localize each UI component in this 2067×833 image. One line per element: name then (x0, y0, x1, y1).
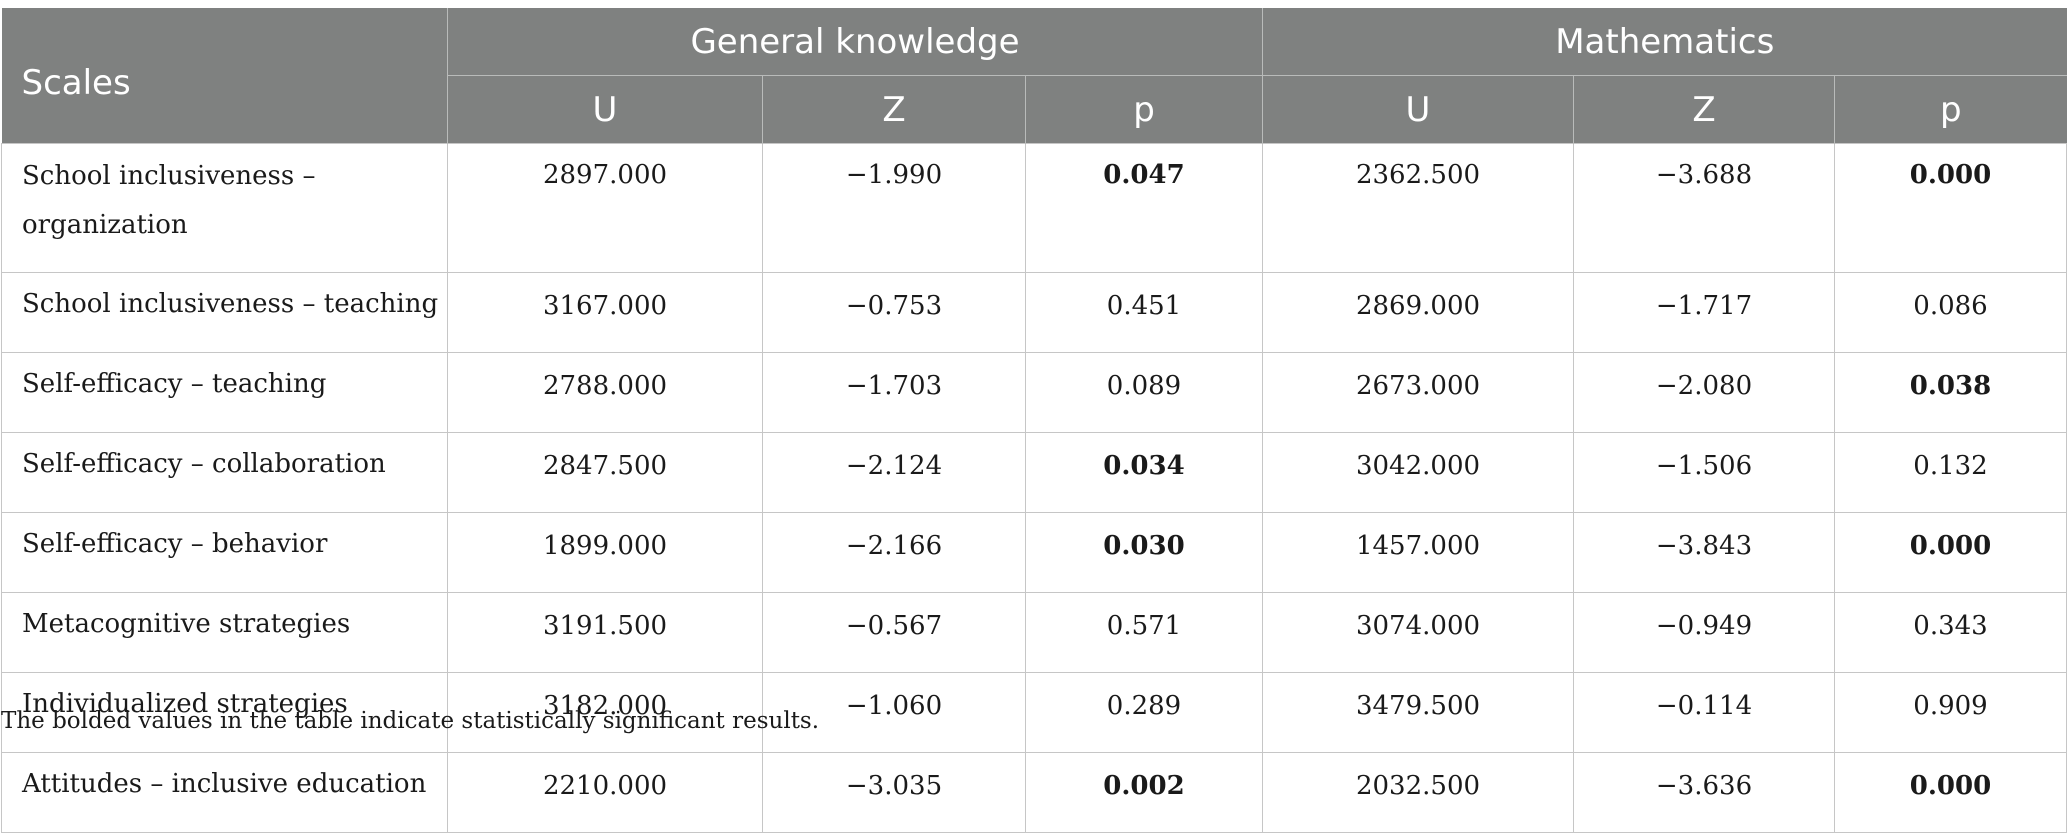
subheader-z: Z (1573, 75, 1835, 144)
cell: 0.000 (1834, 143, 2067, 273)
cell: −0.114 (1573, 672, 1835, 753)
header-general-knowledge: General knowledge (447, 8, 1263, 76)
row-label: Metacognitive strategies (1, 592, 448, 673)
cell: 0.571 (1025, 592, 1263, 673)
table-row: School inclusiveness – organization 2897.… (1, 143, 2067, 273)
cell: −3.636 (1573, 752, 1835, 833)
cell: −0.753 (762, 272, 1026, 353)
row-label: School inclusiveness – teaching (1, 272, 448, 353)
table-row: Self-efficacy – teaching 2788.000 −1.703… (1, 352, 2067, 433)
row-label: School inclusiveness – organization (1, 143, 448, 273)
cell: 0.343 (1834, 592, 2067, 673)
cell: −2.080 (1573, 352, 1835, 433)
row-label: Self-efficacy – teaching (1, 352, 448, 433)
row-label: Attitudes – inclusive education (1, 752, 448, 833)
cell: −1.703 (762, 352, 1026, 433)
cell: 0.000 (1834, 512, 2067, 593)
cell: −2.124 (762, 432, 1026, 513)
cell: 2032.500 (1262, 752, 1574, 833)
table-row: Self-efficacy – behavior 1899.000 −2.166… (1, 512, 2067, 593)
subheader-z: Z (762, 75, 1026, 144)
cell: 3042.000 (1262, 432, 1574, 513)
cell: 3074.000 (1262, 592, 1574, 673)
subheader-u: U (1262, 75, 1574, 144)
cell: −1.990 (762, 143, 1026, 273)
table-row: Attitudes – inclusive education 2210.000… (1, 752, 2067, 833)
cell: 1457.000 (1262, 512, 1574, 593)
cell: −0.567 (762, 592, 1026, 673)
cell: −3.843 (1573, 512, 1835, 593)
cell: 0.289 (1025, 672, 1263, 753)
table-header: Scales General knowledge Mathematics U Z… (1, 8, 2067, 144)
cell: 2897.000 (447, 143, 763, 273)
cell: −3.688 (1573, 143, 1835, 273)
table-row: Self-efficacy – collaboration 2847.500 −… (1, 432, 2067, 513)
cell: 0.000 (1834, 752, 2067, 833)
cell: 2847.500 (447, 432, 763, 513)
cell: 0.034 (1025, 432, 1263, 513)
row-label: Individualized strategies (1, 672, 448, 753)
cell: −3.035 (762, 752, 1026, 833)
table-row: Metacognitive strategies 3191.500 −0.567… (1, 592, 2067, 673)
subheader-p: p (1834, 75, 2067, 144)
cell: 3191.500 (447, 592, 763, 673)
cell: −1.506 (1573, 432, 1835, 513)
header-scales: Scales (1, 8, 448, 144)
cell: 2210.000 (447, 752, 763, 833)
cell: 0.047 (1025, 143, 1263, 273)
row-label-line2: organization (22, 210, 188, 240)
cell: 0.002 (1025, 752, 1263, 833)
cell: 0.451 (1025, 272, 1263, 353)
cell: 0.030 (1025, 512, 1263, 593)
cell: 3167.000 (447, 272, 763, 353)
cell: −0.949 (1573, 592, 1835, 673)
row-label: Self-efficacy – behavior (1, 512, 448, 593)
cell: 2869.000 (1262, 272, 1574, 353)
cell: 0.909 (1834, 672, 2067, 753)
cell: 2673.000 (1262, 352, 1574, 433)
cell: 0.089 (1025, 352, 1263, 433)
table-footnote: The bolded values in the table indicate … (1, 708, 820, 734)
cell: 1899.000 (447, 512, 763, 593)
cell: 0.132 (1834, 432, 2067, 513)
cell: 3479.500 (1262, 672, 1574, 753)
cell: −2.166 (762, 512, 1026, 593)
cell: 2788.000 (447, 352, 763, 433)
table-row: Individualized strategies 3182.000 −1.06… (1, 672, 2067, 753)
subheader-u: U (447, 75, 763, 144)
subheader-p: p (1025, 75, 1263, 144)
cell: 2362.500 (1262, 143, 1574, 273)
header-mathematics: Mathematics (1262, 8, 2067, 76)
row-label-line1: School inclusiveness – (22, 161, 316, 191)
row-label: Self-efficacy – collaboration (1, 432, 448, 513)
cell: 3182.000 (447, 672, 763, 753)
table-row: School inclusiveness – teaching 3167.000… (1, 272, 2067, 353)
cell: 0.038 (1834, 352, 2067, 433)
cell: −1.717 (1573, 272, 1835, 353)
cell: 0.086 (1834, 272, 2067, 353)
